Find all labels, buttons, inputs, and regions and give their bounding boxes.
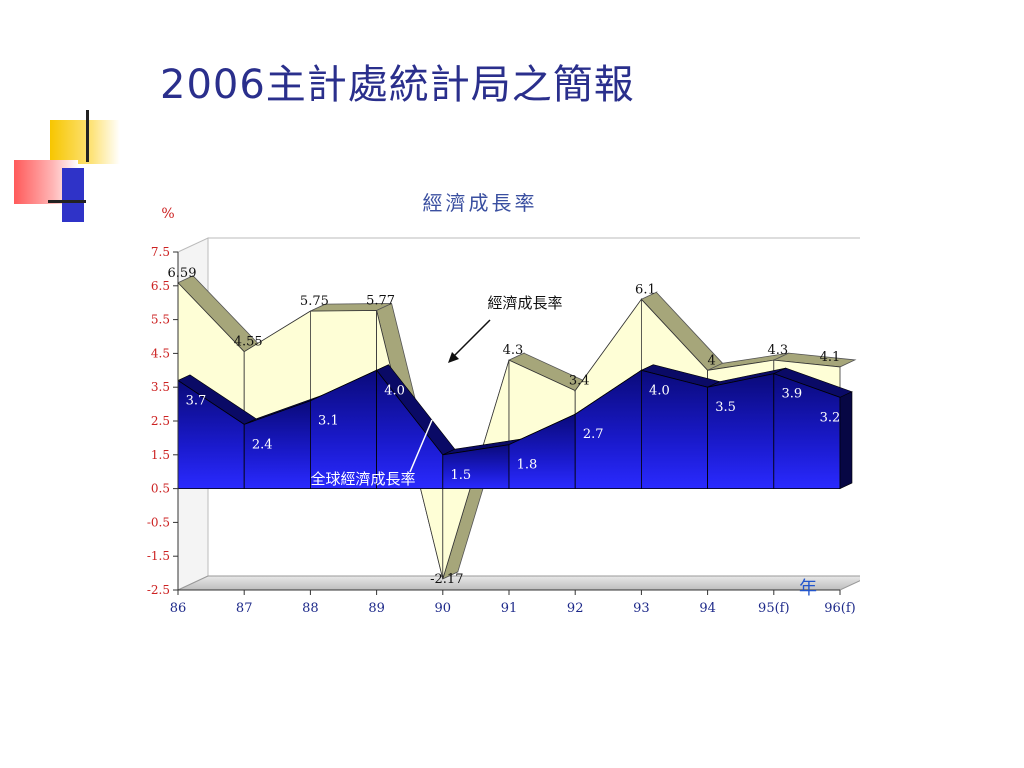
global-growth-label: 3.5 (715, 400, 736, 415)
annotation-global-growth: 全球經濟成長率 (310, 470, 415, 488)
y-tick-label: 6.5 (151, 279, 170, 293)
annotation-global-growth-pointer (409, 419, 433, 473)
global-growth-label: 4.0 (649, 383, 670, 398)
x-tick-label: 96(f) (824, 601, 856, 616)
economic-growth-label: 5.75 (300, 294, 329, 309)
y-tick-label: 0.5 (151, 482, 170, 496)
y-tick-label: -0.5 (147, 515, 170, 529)
global-growth-label: 2.7 (583, 427, 604, 442)
y-tick-label: -1.5 (147, 549, 170, 563)
global-growth-label: 3.1 (318, 414, 339, 429)
economic-growth-label: 4 (707, 353, 715, 368)
global-growth-label: 3.7 (186, 393, 207, 408)
economic-growth-label: 4.3 (767, 343, 788, 358)
global-growth-endcap (839, 391, 853, 490)
annotation-economic-growth-arrow (449, 319, 491, 361)
y-tick-label: 3.5 (151, 380, 170, 394)
x-tick-label: 93 (633, 601, 650, 616)
economic-growth-label: 4.55 (234, 335, 263, 350)
y-axis-unit: % (161, 206, 174, 222)
global-growth-label: 1.8 (517, 458, 538, 473)
y-tick-label: 1.5 (151, 448, 170, 462)
economic-growth-label: 5.77 (366, 293, 395, 308)
x-tick-label: 90 (435, 601, 452, 616)
data-labels: 6.59 4.55 5.75 5.77 -2.17 4.3 3.4 6.1 4 4.3 4.1 3.7… (168, 266, 841, 587)
y-tick-label: 7.5 (151, 245, 170, 259)
global-growth-segment (707, 373, 775, 490)
x-tick-label: 87 (236, 601, 253, 616)
series-global-growth (177, 364, 853, 490)
decor-horizontal-line (48, 200, 86, 203)
chart-axes: 7.5 6.5 5.5 4.5 3.5 2.5 1.5 0.5 -0.5 -1.5 -2.586 87… (147, 245, 856, 616)
y-tick-label: 2.5 (151, 414, 170, 428)
x-tick-label: 95(f) (758, 601, 790, 616)
chart-title: 經濟成長率 (423, 191, 538, 215)
economic-growth-label: 6.1 (635, 282, 656, 297)
decor-vertical-line (86, 110, 89, 162)
global-growth-label: 4.0 (384, 383, 405, 398)
economic-growth-label: 4.3 (503, 343, 524, 358)
x-tick-label: 86 (170, 601, 187, 616)
x-axis-unit: 年 (799, 578, 817, 599)
global-growth-label: 3.9 (781, 387, 802, 402)
global-growth-label: 1.5 (450, 468, 471, 483)
x-tick-label: 94 (699, 601, 716, 616)
economic-growth-label: -2.17 (430, 572, 463, 587)
decor-blue-bar (62, 168, 84, 222)
gdp-growth-chart: 7.5 6.5 5.5 4.5 3.5 2.5 1.5 0.5 -0.5 -1.5 -2.586 87… (147, 191, 860, 616)
global-growth-label: 3.2 (820, 410, 841, 425)
economic-growth-label: 3.4 (569, 374, 590, 389)
annotation-economic-growth-arrowhead (448, 352, 459, 363)
global-growth-label: 2.4 (252, 437, 273, 452)
economic-growth-label: 4.1 (820, 350, 841, 365)
y-tick-label: 5.5 (151, 313, 170, 327)
x-tick-label: 88 (302, 601, 319, 616)
decor-yellow-square (50, 120, 120, 164)
x-tick-label: 89 (368, 601, 385, 616)
economic-growth-label: 6.59 (168, 266, 197, 281)
slide-title: 2006主計處統計局之簡報 (160, 62, 635, 108)
floor (177, 575, 860, 591)
x-tick-label: 92 (567, 601, 584, 616)
annotation-economic-growth: 經濟成長率 (487, 294, 562, 312)
x-tick-label: 91 (501, 601, 518, 616)
y-tick-label: 4.5 (151, 346, 170, 360)
y-tick-label: -2.5 (147, 583, 170, 597)
